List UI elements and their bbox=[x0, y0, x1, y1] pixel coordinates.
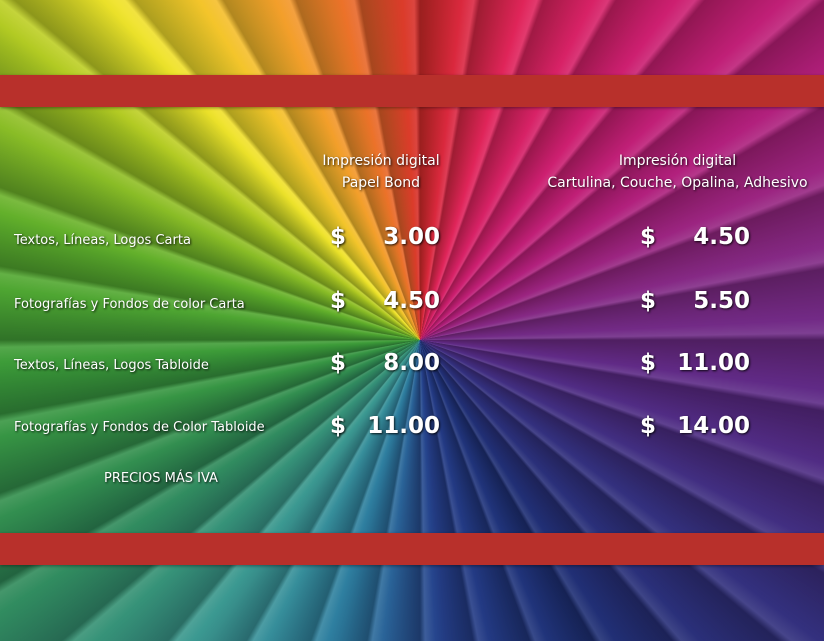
price-bond: $ 11.00 bbox=[330, 413, 440, 441]
price-bond: $ 8.00 bbox=[330, 350, 440, 378]
price-value: 4.50 bbox=[693, 224, 750, 250]
price-value: 11.00 bbox=[367, 413, 440, 439]
price-bond: $ 3.00 bbox=[330, 224, 440, 252]
bottom-red-band bbox=[0, 533, 824, 565]
price-value: 5.50 bbox=[693, 288, 750, 314]
currency-symbol: $ bbox=[640, 224, 657, 250]
currency-symbol: $ bbox=[330, 288, 347, 314]
price-cartulina: $ 4.50 bbox=[640, 224, 750, 252]
currency-symbol: $ bbox=[640, 413, 657, 439]
price-cartulina: $ 11.00 bbox=[640, 350, 750, 378]
price-value: 8.00 bbox=[383, 350, 440, 376]
top-red-band bbox=[0, 75, 824, 107]
currency-symbol: $ bbox=[330, 413, 347, 439]
price-value: 4.50 bbox=[383, 288, 440, 314]
price-value: 11.00 bbox=[677, 350, 750, 376]
column-header-bond: Impresión digital Papel Bond bbox=[291, 150, 471, 194]
column-header-bond-line1: Impresión digital bbox=[322, 153, 440, 169]
currency-symbol: $ bbox=[330, 224, 347, 250]
row-label: Fotografías y Fondos de color Carta bbox=[14, 297, 245, 312]
row-label: Fotografías y Fondos de Color Tabloide bbox=[14, 420, 265, 435]
column-header-cartulina-line2: Cartulina, Couche, Opalina, Adhesivo bbox=[547, 175, 808, 191]
price-bond: $ 4.50 bbox=[330, 288, 440, 316]
column-header-cartulina: Impresión digital Cartulina, Couche, Opa… bbox=[540, 150, 815, 194]
currency-symbol: $ bbox=[330, 350, 347, 376]
column-header-bond-line2: Papel Bond bbox=[341, 175, 421, 191]
price-cartulina: $ 14.00 bbox=[640, 413, 750, 441]
row-label: Textos, Líneas, Logos Carta bbox=[14, 233, 191, 248]
currency-symbol: $ bbox=[640, 350, 657, 376]
column-header-cartulina-line1: Impresión digital bbox=[618, 153, 737, 169]
currency-symbol: $ bbox=[640, 288, 657, 314]
price-cartulina: $ 5.50 bbox=[640, 288, 750, 316]
price-value: 3.00 bbox=[383, 224, 440, 250]
row-label: Textos, Líneas, Logos Tabloide bbox=[14, 358, 209, 373]
price-value: 14.00 bbox=[677, 413, 750, 439]
tax-note: PRECIOS MÁS IVA bbox=[104, 471, 218, 486]
